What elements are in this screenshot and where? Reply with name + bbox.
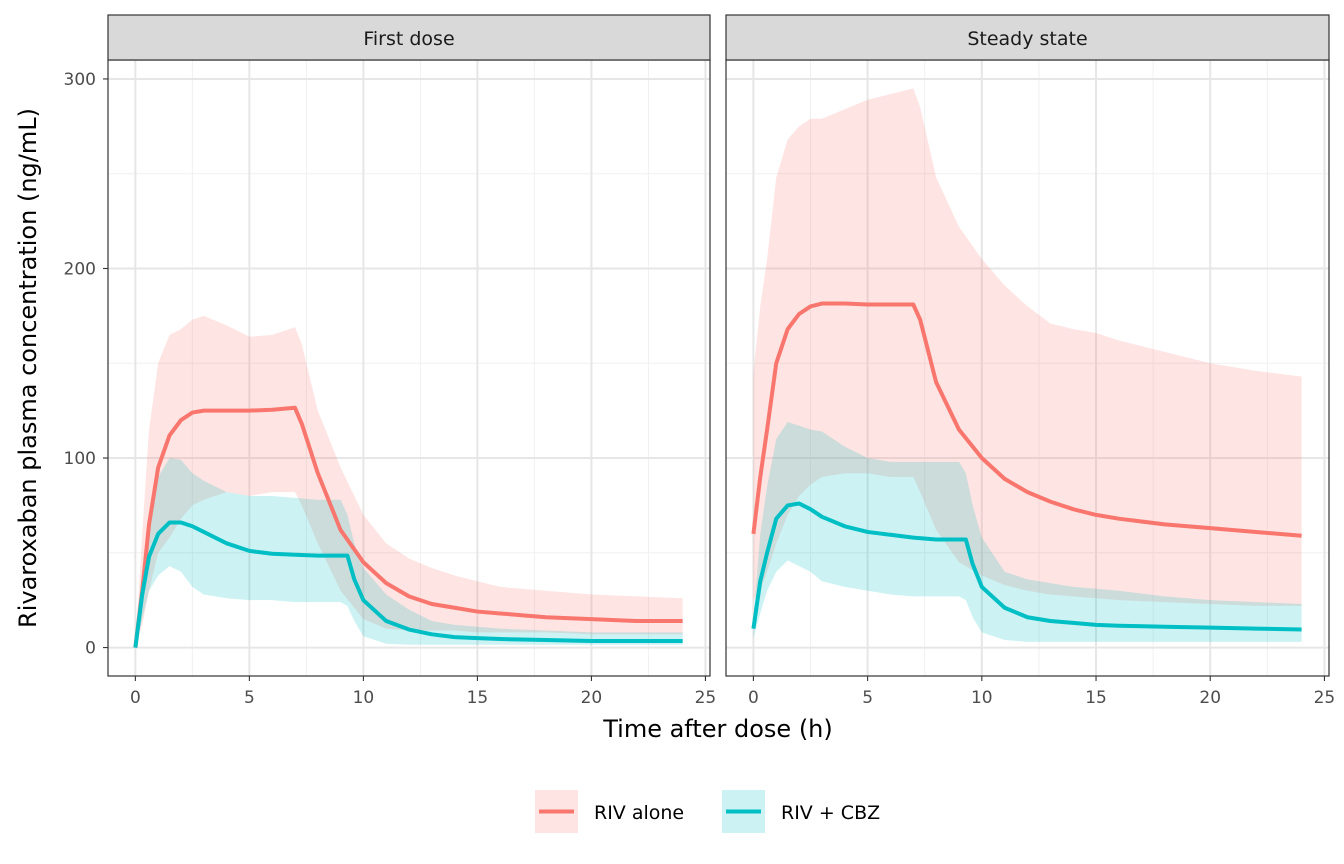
legend-item-riv-cbz: RIV + CBZ [722,790,880,833]
facet-strip [725,14,1330,61]
facet-strip [107,14,711,61]
y-tick-label: 300 [64,70,96,90]
x-tick-label: 5 [244,688,255,708]
series-line-riv-cbz [133,520,683,648]
x-axis-title: Time after dose (h) [602,715,833,743]
facet-panel: First dose 0 5 10 15 20 25 [107,14,717,708]
x-tick-label: 15 [1085,688,1107,708]
facet-strip-label: Steady state [967,28,1087,50]
y-axis: 0 100 200 300 [64,70,108,659]
y-tick-label: 0 [85,639,96,659]
panel-background [726,60,1329,676]
legend-item-riv-alone: RIV alone [535,790,684,833]
x-tick-label: 25 [1314,688,1336,708]
x-tick-label: 10 [971,688,993,708]
panel-background [108,60,710,676]
y-tick-label: 100 [64,449,96,469]
x-tick-label: 15 [467,688,489,708]
ribbon-riv-alone [135,315,683,648]
legend-label: RIV + CBZ [781,802,880,824]
y-axis-title: Rivaroxaban plasma concentration (ng/mL) [14,108,42,628]
x-tick-label: 0 [748,688,759,708]
ribbon-riv-cbz [753,422,1302,642]
x-tick-label: 20 [1199,688,1221,708]
y-tick-label: 200 [64,259,96,279]
x-tick-label: 20 [581,688,603,708]
ribbon-riv-cbz [135,458,683,648]
facet-panel: Steady state 0 5 10 15 20 25 [725,14,1336,708]
facet-panels: First dose 0 5 10 15 20 25 Steady state 0 5 10 15 20… [107,14,1336,708]
x-tick-label: 5 [862,688,873,708]
ribbon-riv-alone [753,88,1302,606]
legend-label: RIV alone [594,802,684,824]
panel-grid [726,60,1329,676]
facet-strip-label: First dose [363,28,454,50]
x-tick-label: 25 [695,688,717,708]
x-tick-label: 10 [353,688,375,708]
series-line-riv-alone [751,301,1302,538]
legend: RIV alone RIV + CBZ [535,790,880,833]
panel-grid [108,60,710,676]
series-line-riv-cbz [751,501,1302,632]
series-line-riv-alone [133,405,683,648]
x-tick-label: 0 [130,688,141,708]
